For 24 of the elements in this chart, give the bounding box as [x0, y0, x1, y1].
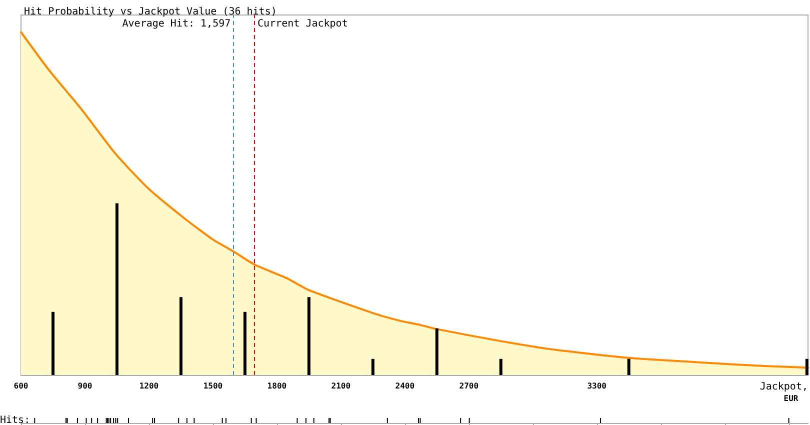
- bar: [115, 203, 118, 375]
- ref-line-label: Current Jackpot: [258, 18, 348, 30]
- bar: [371, 358, 374, 375]
- x-tick-label: 1500: [203, 382, 223, 390]
- x-tick-label: 1200: [139, 382, 159, 390]
- bar: [805, 358, 808, 375]
- x-tick-label: 900: [78, 382, 92, 390]
- x-tick-label: 3300: [587, 382, 607, 390]
- bar: [51, 312, 54, 375]
- x-tick-label: 2100: [331, 382, 351, 390]
- x-tick-label: 600: [14, 382, 28, 390]
- ref-line-label: Average Hit: 1,597: [122, 18, 231, 30]
- x-tick-label: 2400: [395, 382, 415, 390]
- x-tick-label: 1800: [267, 382, 287, 390]
- chart-title: Hit Probability vs Jackpot Value (36 hits): [24, 6, 277, 18]
- bar: [435, 328, 438, 375]
- bar: [499, 358, 502, 375]
- x-tick-label: 2700: [459, 382, 479, 390]
- bar: [243, 312, 246, 375]
- bar: [627, 358, 630, 375]
- bar: [307, 297, 310, 375]
- bar: [179, 297, 182, 375]
- x-axis-title: Jackpot, EUR: [760, 382, 808, 403]
- y-axis-title: Hits:: [0, 415, 30, 425]
